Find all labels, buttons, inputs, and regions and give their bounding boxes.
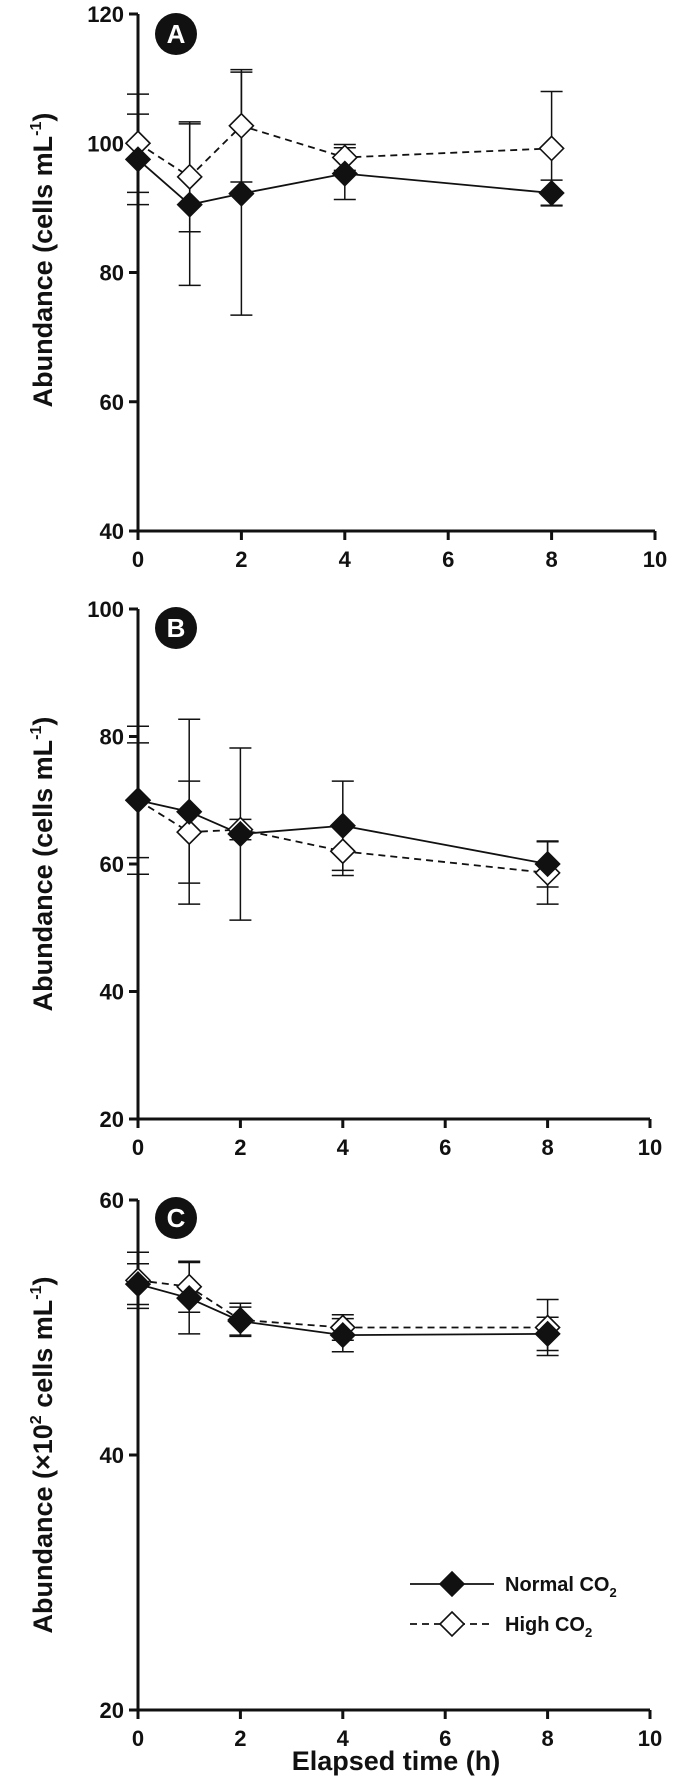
x-tick-label: 6 xyxy=(442,547,454,572)
panel-badge xyxy=(155,1197,197,1239)
y-axis-title-part: Abundance (×10 xyxy=(28,1424,58,1633)
y-axis-title-superscript: -1 xyxy=(28,122,45,136)
y-tick-label: 120 xyxy=(87,2,124,27)
x-tick-label: 10 xyxy=(638,1135,662,1160)
data-point-high xyxy=(176,818,203,846)
data-point-normal xyxy=(534,1320,561,1348)
y-axis-title-part: Abundance (cells mL xyxy=(28,136,58,408)
x-tick-label: 0 xyxy=(132,1135,144,1160)
data-point-normal xyxy=(329,812,356,839)
data-point-normal xyxy=(329,1322,356,1349)
data-point-high xyxy=(329,838,356,865)
data-point-normal xyxy=(124,146,152,173)
y-tick-label: 60 xyxy=(100,1188,124,1213)
y-axis-title: Abundance (cells mL-1) xyxy=(28,113,58,408)
legend-label-subscript: 2 xyxy=(585,1625,592,1640)
data-point-normal xyxy=(124,787,152,814)
x-tick-label: 8 xyxy=(545,547,557,572)
y-axis-title-part: ) xyxy=(28,717,58,726)
y-axis-title-part: ) xyxy=(28,113,58,122)
data-point-high xyxy=(176,163,203,190)
y-tick-label: 40 xyxy=(100,1443,124,1468)
data-point-normal xyxy=(176,1285,203,1312)
y-tick-label: 100 xyxy=(87,597,124,622)
y-tick-label: 80 xyxy=(100,725,124,750)
y-tick-label: 40 xyxy=(100,519,124,544)
y-axis-title-superscript: -1 xyxy=(28,1285,45,1299)
x-tick-label: 8 xyxy=(541,1135,553,1160)
y-axis-title-part: ) xyxy=(28,1276,58,1285)
x-tick-label: 10 xyxy=(643,547,667,572)
y-tick-label: 80 xyxy=(100,261,124,286)
panel-letter: A xyxy=(167,19,186,49)
legend-label-text: High CO xyxy=(505,1614,585,1636)
panel-letter: C xyxy=(167,1203,186,1233)
y-tick-label: 60 xyxy=(100,390,124,415)
x-tick-label: 0 xyxy=(132,547,144,572)
data-point-normal xyxy=(228,180,255,207)
data-point-normal xyxy=(538,179,565,207)
y-tick-label: 20 xyxy=(100,1698,124,1723)
x-tick-label: 4 xyxy=(339,547,352,572)
data-point-high xyxy=(538,135,565,162)
panel-b: 20 40 60 80 100 0 2 4 6 8 10 Abundance (cells mL-1)… xyxy=(28,597,662,1160)
x-tick-label: 0 xyxy=(132,1726,144,1751)
data-point-high xyxy=(228,112,255,139)
legend-label-subscript: 2 xyxy=(609,1585,616,1600)
y-axis-title-superscript: -1 xyxy=(28,726,45,740)
panel-badge xyxy=(155,607,197,649)
data-point-normal xyxy=(176,798,203,825)
legend-label-text: Normal CO xyxy=(505,1574,609,1596)
x-tick-label: 2 xyxy=(235,547,247,572)
x-tick-label: 10 xyxy=(638,1726,662,1751)
y-tick-label: 20 xyxy=(100,1107,124,1132)
x-tick-label: 2 xyxy=(234,1726,246,1751)
y-tick-label: 100 xyxy=(87,131,124,156)
data-point-normal xyxy=(176,191,203,218)
data-point-normal xyxy=(534,850,561,878)
legend-label-normal: Normal CO2 xyxy=(505,1574,617,1600)
panel-letter: B xyxy=(167,613,186,643)
data-point-normal xyxy=(331,160,358,187)
y-tick-label: 60 xyxy=(100,852,124,877)
panel-a: 40 60 80 100 120 0 2 4 6 8 10 Abundance (cells mL-1… xyxy=(28,2,667,572)
x-tick-label: 2 xyxy=(234,1135,246,1160)
x-tick-label: 6 xyxy=(439,1726,451,1751)
legend-label-high: High CO2 xyxy=(505,1614,592,1640)
y-axis-title-superscript: 2 xyxy=(28,1415,45,1424)
data-point-normal xyxy=(227,1307,254,1335)
y-axis-title-part: cells mL xyxy=(28,1300,58,1416)
x-tick-label: 4 xyxy=(337,1726,350,1751)
legend-marker-normal xyxy=(438,1570,466,1598)
data-point-normal xyxy=(124,1271,152,1298)
x-axis-title: Elapsed time (h) xyxy=(292,1746,501,1776)
data-point-normal xyxy=(227,820,254,848)
y-tick-label: 40 xyxy=(100,980,124,1005)
y-axis-title: Abundance (cells mL-1) xyxy=(28,717,58,1012)
x-tick-label: 4 xyxy=(337,1135,350,1160)
x-tick-label: 6 xyxy=(439,1135,451,1160)
y-axis-title: Abundance (×102 cells mL-1) xyxy=(28,1276,58,1633)
series-normal-co2 xyxy=(127,71,563,316)
y-axis-title-part: Abundance (cells mL xyxy=(28,740,58,1012)
legend-marker-high xyxy=(438,1610,466,1638)
x-tick-label: 8 xyxy=(541,1726,553,1751)
panel-badge xyxy=(155,13,197,55)
